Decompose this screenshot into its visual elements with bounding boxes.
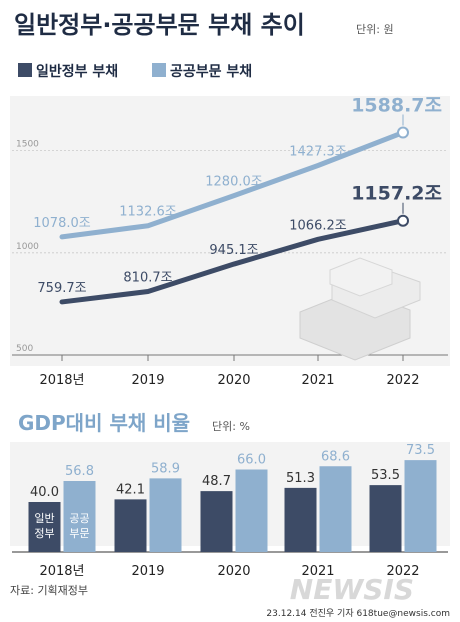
bar-public [319,466,352,552]
bar-value-label: 68.6 [321,449,350,464]
source-note: 자료: 기획재정부 [10,584,88,597]
bar-value-label: 42.1 [116,482,145,497]
bar-chart: 2018년 2019 2020 2021 2022 40.0 42.1 48.7 51.3 53.… [12,443,448,579]
y-tick-label: 1000 [16,242,39,252]
money-stack-block [329,257,393,297]
bar-public [235,469,268,552]
bar-value-label: 53.5 [371,468,400,483]
bar-value-label: 73.5 [406,443,435,458]
header: 일반정부·공공부문 부채 추이 단위: 원 [14,11,394,39]
legend-label-public: 공공부문 부채 [170,64,252,80]
data-label-public: 1132.6조 [119,205,176,220]
bar-chart-unit: 단위: % [212,420,250,433]
data-label-general: 810.7조 [123,271,172,286]
series-endpoint-general [397,214,409,227]
data-label-public: 1588.7조 [351,95,442,117]
x-tick-label: 2020 [217,373,250,388]
series-line-public [59,130,406,240]
bar-general [28,502,61,552]
legend: 일반정부 부채 공공부문 부채 [18,63,252,80]
series-line-general [59,218,406,305]
bar-value-label: 66.0 [237,453,266,468]
bar-general [200,491,233,552]
data-label-general: 759.7조 [37,281,86,296]
bar-category-label: 2018년 [39,564,84,579]
legend-label-general: 일반정부 부채 [36,63,118,80]
series-endpoint-public [397,126,409,139]
data-label-public: 1280.0조 [205,175,262,190]
data-label-public: 1078.0조 [33,216,90,231]
bar-series-label: 일반 [34,511,54,525]
data-label-general: 1066.2조 [289,218,346,233]
bar-category-label: 2022 [386,564,419,579]
chart-unit: 단위: 원 [356,23,394,36]
bar-general [369,485,402,552]
legend-swatch-public [152,63,166,77]
bar-value-label: 58.9 [151,461,180,476]
bar-value-label: 51.3 [286,471,315,486]
data-label-general: 1157.2조 [351,183,442,205]
bar-category-label: 2021 [301,564,334,579]
bar-public [404,460,437,552]
x-tick-label: 2021 [301,373,334,388]
bar-general [114,499,147,552]
legend-swatch-general [18,63,32,77]
bar-series-label: 공공 [69,512,89,525]
bar-value-label: 56.8 [65,464,94,479]
line-chart: 500 1000 1500 2018년 2019 2020 2021 2022 759.7조 81… [12,95,448,388]
bar-value-label: 40.0 [30,485,59,500]
data-label-public: 1427.3조 [289,145,346,160]
bar-series-label: 정부 [34,527,54,540]
bar-category-label: 2020 [217,564,250,579]
chart-title: 일반정부·공공부문 부채 추이 [14,11,305,39]
bar-category-label: 2019 [131,564,164,579]
bar-public [149,478,182,552]
footer: 자료: 기획재정부 NEWSIS 23.12.14 전진우 기자 618tue@… [10,573,450,619]
bar-public [63,481,96,552]
credit-line: 23.12.14 전진우 기자 618tue@newsis.com [266,608,450,619]
money-stack-decoration [299,257,421,361]
bar-general [284,487,317,552]
y-tick-label: 500 [16,344,33,354]
bar-chart-header: GDP대비 부채 비율 단위: % [18,411,250,435]
x-tick-label: 2022 [386,373,419,388]
x-tick-label: 2018년 [39,373,84,388]
bar-value-label: 48.7 [202,474,231,489]
bar-series-label: 부문 [69,527,89,540]
bar-chart-title: GDP대비 부채 비율 [18,411,190,435]
x-tick-label: 2019 [131,373,164,388]
y-tick-label: 1500 [16,140,39,150]
data-label-general: 945.1조 [209,243,258,258]
watermark: NEWSIS [290,573,414,606]
